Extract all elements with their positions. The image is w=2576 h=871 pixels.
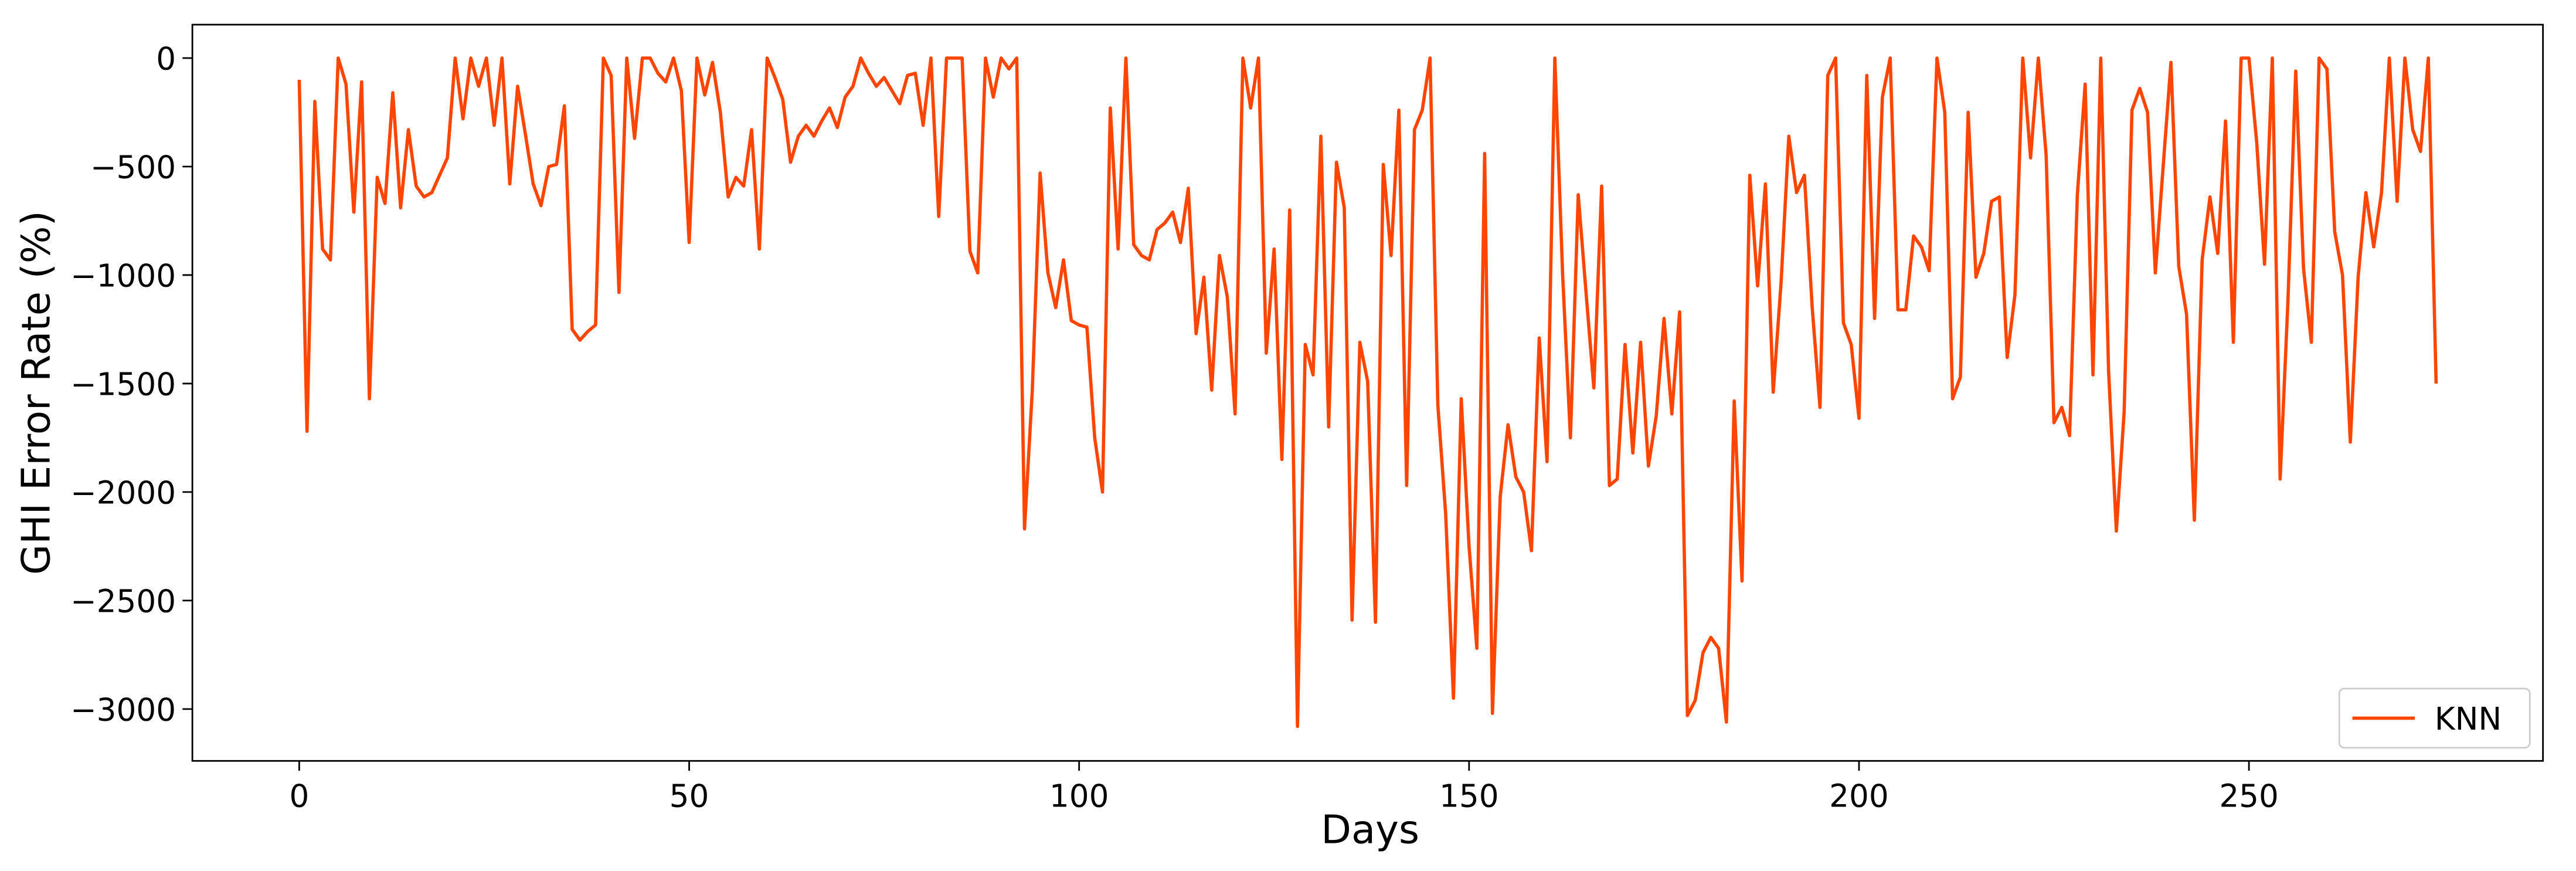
y-axis-label: GHI Error Rate (%)	[13, 211, 59, 575]
x-tick-label: 200	[1829, 778, 1889, 815]
legend-box	[2338, 687, 2531, 749]
line-series	[297, 56, 2438, 728]
x-tick-label: 0	[289, 778, 309, 815]
x-tick-label: 250	[2219, 778, 2279, 815]
y-tick-label: −500	[90, 150, 176, 186]
y-tick-label: −2500	[70, 583, 176, 619]
x-tick-label: 50	[670, 778, 709, 815]
y-tick-label: −2000	[70, 475, 176, 511]
x-tick-label: 100	[1049, 778, 1109, 815]
x-tick-label: 150	[1439, 778, 1499, 815]
y-tick-label: −1000	[70, 258, 176, 294]
x-axis-label: Days	[1321, 806, 1419, 852]
y-tick-label: −3000	[70, 692, 176, 728]
y-tick-label: 0	[156, 41, 176, 77]
legend-label: KNN	[2435, 701, 2502, 737]
plot-frame	[191, 23, 2544, 762]
y-tick-label: −1500	[70, 367, 176, 403]
